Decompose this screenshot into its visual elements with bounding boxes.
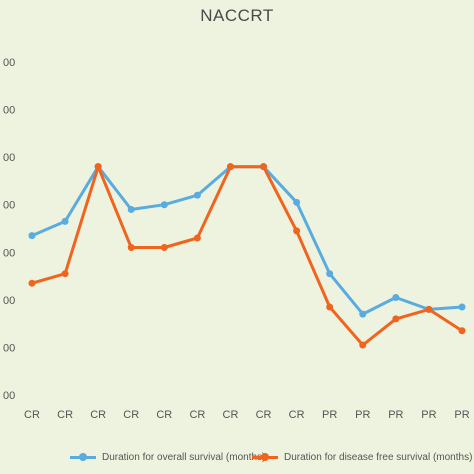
y-axis-ticks: 00 00 00 00 00 00 00 00 xyxy=(3,57,15,402)
legend-item-overall: Duration for overall survival (months) xyxy=(70,447,265,467)
data-point-0-0 xyxy=(28,232,36,240)
x-tick-label: PR xyxy=(355,409,370,421)
data-point-0-11 xyxy=(392,293,400,301)
data-point-0-13 xyxy=(458,303,466,311)
data-point-1-2 xyxy=(94,163,102,171)
series-points xyxy=(28,163,466,349)
x-tick-label: CR xyxy=(189,409,205,421)
data-point-1-13 xyxy=(458,327,466,335)
series-lines xyxy=(31,165,463,347)
x-tick-label: PR xyxy=(421,409,436,421)
data-point-1-7 xyxy=(260,163,268,171)
data-point-0-4 xyxy=(160,201,168,209)
y-tick-label: 00 xyxy=(3,57,15,69)
x-tick-label: CR xyxy=(123,409,139,421)
x-axis-ticks: CR CR CR CR CR CR CR CR CR PR PR PR PR PR xyxy=(24,409,470,421)
data-point-1-6 xyxy=(226,163,234,171)
chart-legend: Duration for overall survival (months) D… xyxy=(0,445,474,469)
x-tick-label: CR xyxy=(223,409,239,421)
legend-swatch-disease-free xyxy=(252,452,278,461)
y-tick-label: 00 xyxy=(3,200,15,212)
data-point-1-9 xyxy=(326,303,334,311)
legend-label-disease-free: Duration for disease free survival (mont… xyxy=(284,451,473,463)
x-tick-label: PR xyxy=(454,409,469,421)
legend-label-overall: Duration for overall survival (months) xyxy=(102,451,266,463)
data-point-1-11 xyxy=(392,315,400,323)
x-tick-label: CR xyxy=(289,409,305,421)
y-tick-label: 00 xyxy=(3,247,15,259)
data-point-1-3 xyxy=(127,244,135,252)
x-tick-label: PR xyxy=(388,409,403,421)
data-point-1-12 xyxy=(425,305,433,313)
chart-title: NACCRT xyxy=(200,6,274,25)
x-tick-label: CR xyxy=(24,409,40,421)
y-tick-label: 00 xyxy=(3,152,15,164)
legend-item-disease-free: Duration for disease free survival (mont… xyxy=(252,447,472,467)
data-point-1-5 xyxy=(193,234,201,242)
y-tick-label: 00 xyxy=(3,342,15,354)
data-point-0-8 xyxy=(293,198,301,206)
data-point-0-5 xyxy=(193,191,201,199)
x-tick-label: CR xyxy=(90,409,106,421)
data-point-0-3 xyxy=(127,205,135,213)
x-tick-label: PR xyxy=(322,409,337,421)
legend-swatch-overall xyxy=(70,452,96,461)
x-tick-label: CR xyxy=(156,409,172,421)
y-tick-label: 00 xyxy=(3,390,15,402)
data-point-0-10 xyxy=(359,310,367,318)
data-point-0-1 xyxy=(61,217,69,225)
data-point-0-9 xyxy=(326,270,334,278)
data-point-1-4 xyxy=(160,244,168,252)
y-tick-label: 00 xyxy=(3,295,15,307)
y-tick-label: 00 xyxy=(3,105,15,117)
x-tick-label: CR xyxy=(256,409,272,421)
series-line-1 xyxy=(31,165,463,347)
data-point-1-0 xyxy=(28,279,36,287)
data-point-1-10 xyxy=(359,341,367,349)
data-point-1-1 xyxy=(61,270,69,278)
data-point-1-8 xyxy=(293,227,301,235)
x-tick-label: CR xyxy=(57,409,73,421)
series-line-0 xyxy=(31,165,463,316)
line-chart: 00 00 00 00 00 00 00 00 CR CR CR CR CR CR CR CR CR PR PR P… xyxy=(3,57,470,421)
